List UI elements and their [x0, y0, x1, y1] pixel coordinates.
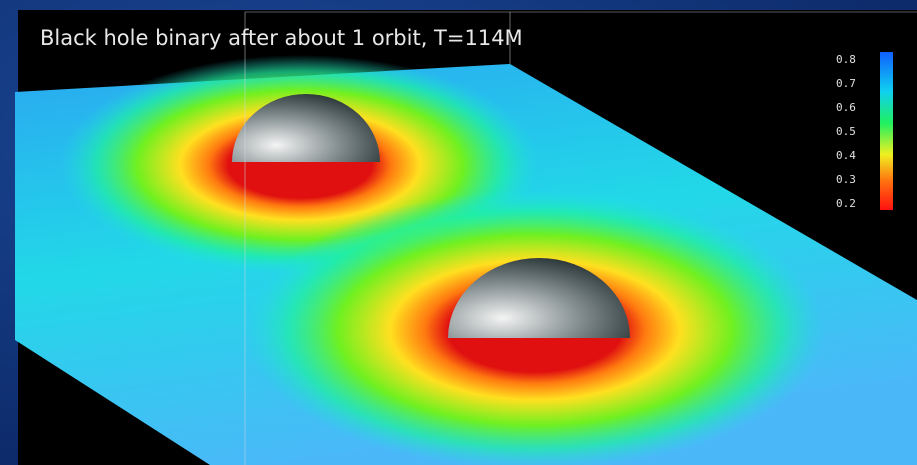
- colorbar-label: 0.3: [836, 173, 856, 186]
- colorbar-label: 0.5: [836, 125, 856, 138]
- colorbar-label: 0.2: [836, 197, 856, 210]
- title: Black hole binary after about 1 orbit, T…: [40, 26, 523, 50]
- colorbar-label: 0.7: [836, 77, 856, 90]
- colorbar-label: 0.6: [836, 101, 856, 114]
- colorbar-label: 0.4: [836, 149, 856, 162]
- page: {"header": {"title": "Black hole binary …: [0, 0, 917, 465]
- visualization: Black hole binary after about 1 orbit, T…: [0, 0, 917, 465]
- colorbar: [880, 52, 893, 210]
- colorbar-label: 0.8: [836, 53, 856, 66]
